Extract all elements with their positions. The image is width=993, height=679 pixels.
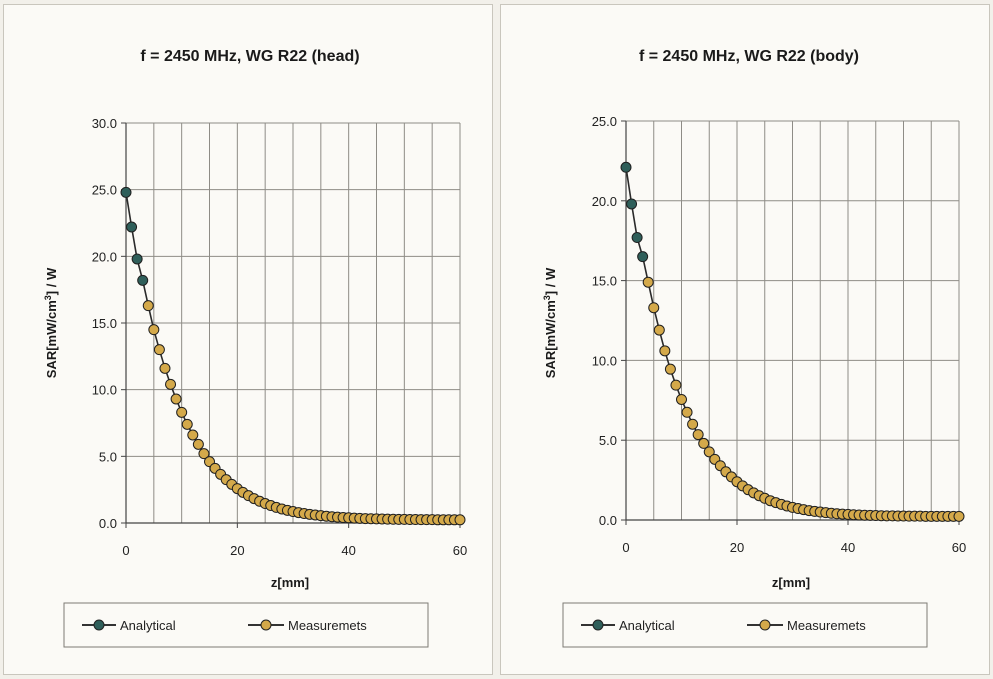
gridlines xyxy=(126,122,461,523)
x-axis-label: z[mm] xyxy=(271,575,309,590)
data-point-analytical xyxy=(631,232,643,244)
y-tick-label: 10.0 xyxy=(92,383,117,398)
y-axis-label: SAR[mW/cm3] / W xyxy=(542,267,558,378)
data-point-measuremets xyxy=(170,393,182,405)
data-series xyxy=(620,161,965,522)
y-axis-label-main: SAR[mW/cm xyxy=(44,300,59,378)
data-point-measuremets xyxy=(181,418,193,430)
legend: Analytical Measuremets xyxy=(562,602,928,648)
legend-label-analytical: Analytical xyxy=(120,618,176,633)
data-point-measuremets xyxy=(659,345,671,357)
legend-label-measurements: Measuremets xyxy=(288,618,367,633)
x-tick-label: 60 xyxy=(453,543,467,558)
data-point-measuremets xyxy=(642,276,654,288)
sar-head-chart: f = 2450 MHz, WG R22 (head) 0 20 40 60 0.0 5… xyxy=(43,48,467,648)
y-tick-label: 0.0 xyxy=(99,516,117,531)
chart-panel-body: f = 2450 MHz, WG R22 (body) 0 20 40 60 0.0 5… xyxy=(500,4,990,675)
data-point-measuremets xyxy=(176,406,188,418)
data-point-measuremets xyxy=(454,514,466,526)
data-point-measuremets xyxy=(198,448,210,460)
chart-panel-head: f = 2450 MHz, WG R22 (head) 0 20 40 60 0.0 5… xyxy=(3,4,493,675)
data-point-measuremets xyxy=(687,418,699,430)
x-tick-labels: 0 20 40 60 xyxy=(122,543,467,558)
legend: Analytical Measuremets xyxy=(63,602,429,648)
legend-box xyxy=(63,602,429,648)
data-point-measuremets xyxy=(653,324,665,336)
x-axis-label: z[mm] xyxy=(772,575,810,590)
y-tick-label: 0.0 xyxy=(599,513,617,528)
y-axis-label-superscript: 3 xyxy=(542,295,552,300)
legend-marker-measurements xyxy=(759,619,771,631)
data-point-measuremets xyxy=(681,406,693,418)
legend-marker-measurements xyxy=(260,619,272,631)
y-axis-label-main: SAR[mW/cm xyxy=(543,300,558,378)
data-point-measuremets xyxy=(192,438,204,450)
data-point-measuremets xyxy=(142,300,154,312)
data-point-measuremets xyxy=(670,379,682,391)
data-point-measuremets xyxy=(953,510,965,522)
x-tick-label: 60 xyxy=(952,540,966,555)
y-tick-label: 30.0 xyxy=(92,116,117,131)
axes xyxy=(121,122,461,528)
y-tick-label: 10.0 xyxy=(592,353,617,368)
y-tick-label: 5.0 xyxy=(99,449,117,464)
axes xyxy=(621,120,960,525)
y-tick-label: 25.0 xyxy=(592,114,617,129)
data-point-analytical xyxy=(126,221,138,233)
data-point-measuremets xyxy=(698,437,710,449)
data-point-measuremets xyxy=(148,324,160,336)
y-axis-label-superscript: 3 xyxy=(43,295,53,300)
y-tick-labels: 0.0 5.0 10.0 15.0 20.0 25.0 xyxy=(592,114,617,528)
x-tick-label: 0 xyxy=(122,543,129,558)
data-point-measuremets xyxy=(153,344,165,356)
data-point-measuremets xyxy=(648,302,660,314)
x-tick-label: 20 xyxy=(230,543,244,558)
data-series xyxy=(120,186,466,526)
gridlines xyxy=(626,120,960,520)
data-point-measuremets xyxy=(676,394,687,406)
data-point-analytical xyxy=(626,198,638,210)
data-point-measuremets xyxy=(187,429,199,441)
y-tick-label: 20.0 xyxy=(92,249,117,264)
y-tick-label: 25.0 xyxy=(92,183,117,198)
y-tick-labels: 0.0 5.0 10.0 15.0 20.0 25.0 30.0 xyxy=(92,116,117,531)
chart-title: f = 2450 MHz, WG R22 (head) xyxy=(140,48,359,65)
data-point-measuremets xyxy=(165,378,177,390)
x-tick-label: 0 xyxy=(622,540,629,555)
data-point-measuremets xyxy=(159,362,171,374)
legend-marker-analytical xyxy=(592,619,604,631)
y-tick-label: 15.0 xyxy=(92,316,117,331)
data-point-measuremets xyxy=(664,363,676,375)
data-point-analytical xyxy=(620,161,632,173)
y-tick-label: 20.0 xyxy=(592,194,617,209)
x-tick-label: 40 xyxy=(341,543,355,558)
y-tick-label: 15.0 xyxy=(592,274,617,289)
data-point-measuremets xyxy=(692,429,704,441)
x-tick-label: 40 xyxy=(841,540,855,555)
y-axis-label-tail: ] / W xyxy=(543,267,558,295)
data-point-analytical xyxy=(637,251,649,263)
sar-body-chart: f = 2450 MHz, WG R22 (body) 0 20 40 60 0.0 5… xyxy=(542,48,966,648)
legend-box xyxy=(562,602,928,648)
data-point-analytical xyxy=(120,186,132,198)
legend-label-analytical: Analytical xyxy=(619,618,675,633)
data-point-measuremets xyxy=(703,446,715,458)
y-axis-label-tail: ] / W xyxy=(44,267,59,295)
legend-marker-analytical xyxy=(93,619,105,631)
data-point-analytical xyxy=(137,274,149,286)
x-tick-label: 20 xyxy=(730,540,744,555)
y-tick-label: 5.0 xyxy=(599,433,617,448)
chart-title: f = 2450 MHz, WG R22 (body) xyxy=(639,48,859,65)
legend-label-measurements: Measuremets xyxy=(787,618,866,633)
x-tick-labels: 0 20 40 60 xyxy=(622,540,966,555)
y-axis-label: SAR[mW/cm3] / W xyxy=(43,267,59,378)
data-point-analytical xyxy=(131,253,143,265)
